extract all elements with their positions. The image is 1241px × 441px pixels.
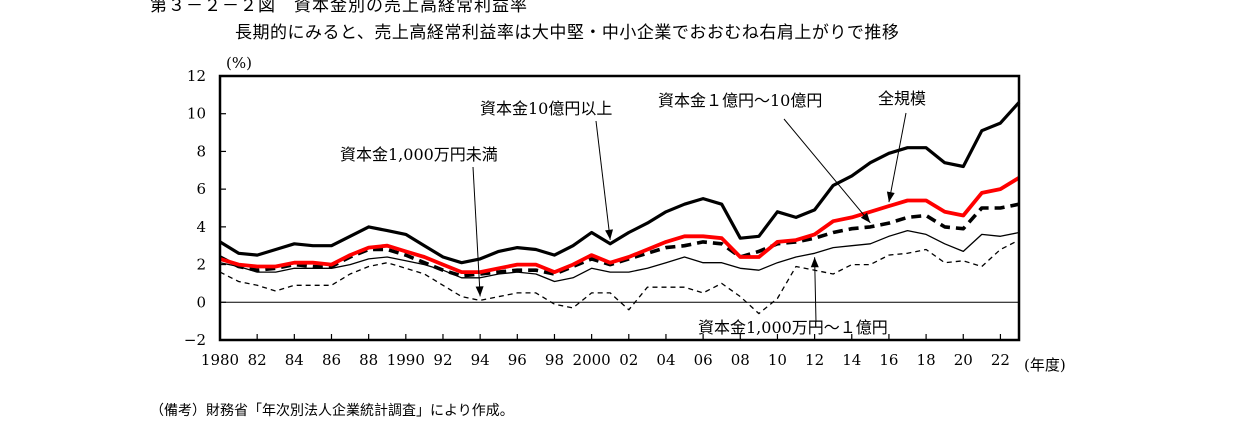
annotation-leader-line: [888, 112, 907, 203]
x-tick-label: 20: [954, 351, 973, 369]
series-annotation-label: 資本金10億円以上: [480, 99, 612, 118]
x-tick-label: 08: [731, 351, 750, 369]
x-tick-label: 2000: [573, 351, 611, 369]
annotation-arrowhead: [475, 286, 484, 297]
annotation-leader-line: [472, 166, 481, 297]
plot-frame: [218, 74, 1021, 342]
x-tick-label: 88: [359, 351, 378, 369]
x-tick-label: 86: [322, 351, 341, 369]
x-tick-label: 16: [879, 351, 898, 369]
y-tick-label: 2: [196, 256, 206, 274]
x-tick-label: 94: [471, 351, 490, 369]
figure-title: 第３－２－２図 資本金別の売上高経常利益率: [150, 0, 528, 16]
figure-subtitle: 長期的にみると、売上高経常利益率は大中堅・中小企業でおおむね右肩上がりで推移: [235, 23, 900, 43]
series-annotation-label: 資本金１億円～10億円: [658, 91, 822, 110]
series-annotation-label: 全規模: [878, 89, 926, 108]
source-note: （備考）財務省「年次別法人企業統計調査」により作成。: [150, 403, 514, 419]
series-line-1: [219, 101, 1021, 265]
x-tick-label: 14: [842, 351, 861, 369]
annotation-leader-line: [595, 120, 611, 240]
x-tick-label: 02: [619, 351, 638, 369]
x-tick-label: 04: [656, 351, 675, 369]
x-tick-label: 22: [991, 351, 1010, 369]
annotation-leader-line: [783, 118, 871, 224]
annotation-arrowhead: [886, 191, 895, 203]
y-tick-label: −2: [184, 331, 206, 349]
x-tick-label: 1980: [201, 351, 239, 369]
y-tick-label: 6: [196, 180, 206, 198]
x-tick-label: 84: [285, 351, 304, 369]
y-tick-label: 8: [196, 142, 206, 160]
series-annotation-label: 資本金1,000万円～１億円: [698, 318, 888, 337]
series-line-3: [219, 202, 1020, 278]
x-tick-label: 96: [508, 351, 527, 369]
series-annotation-label: 資本金1,000万円未満: [340, 145, 498, 164]
y-tick-label: 12: [187, 67, 206, 85]
y-axis-unit-label: (%): [226, 54, 252, 72]
annotation-arrowhead: [810, 257, 819, 268]
x-tick-label: 10: [768, 351, 787, 369]
x-tick-label: 82: [248, 351, 267, 369]
annotation-arrowhead: [860, 212, 871, 223]
y-tick-label: 0: [196, 293, 206, 311]
y-tick-label: 10: [187, 105, 206, 123]
series-line-4: [219, 229, 1020, 283]
x-tick-label: 12: [805, 351, 824, 369]
annotation-leader-line: [814, 257, 817, 323]
x-tick-label: 1990: [387, 351, 425, 369]
x-axis-unit-label: (年度): [1024, 356, 1066, 374]
y-tick-label: 4: [196, 218, 206, 236]
x-tick-label: 92: [433, 351, 452, 369]
x-tick-label: 18: [917, 351, 936, 369]
x-tick-label: 06: [694, 351, 713, 369]
x-tick-label: 98: [545, 351, 564, 369]
annotation-arrowhead: [605, 229, 613, 240]
series-line-2: [219, 176, 1020, 275]
